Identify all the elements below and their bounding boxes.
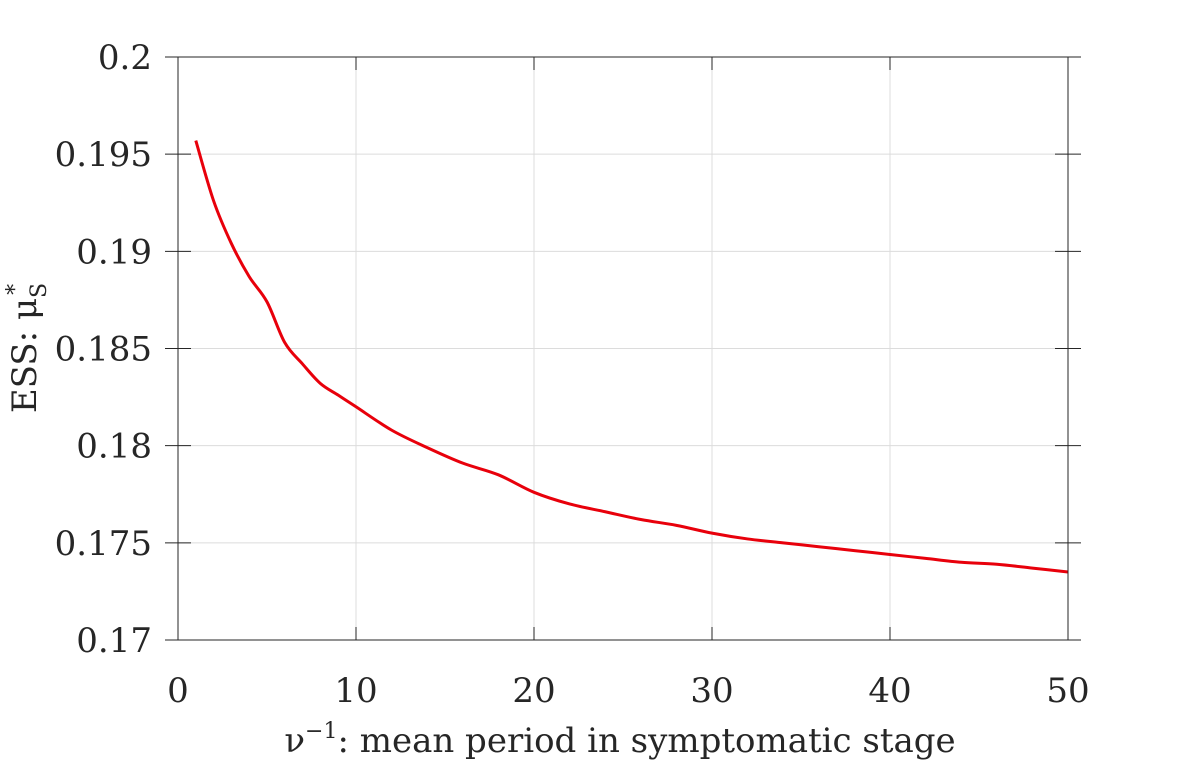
- x-tick-label: 20: [512, 671, 555, 711]
- x-tick-label: 50: [1046, 671, 1089, 711]
- y-tick-label: 0.185: [55, 330, 152, 370]
- x-tick-label: 10: [334, 671, 377, 711]
- x-axis-label: ν−1: mean period in symptomatic stage: [284, 719, 955, 761]
- x-tick-labels: 0 10 20 30 40 50: [167, 671, 1089, 711]
- y-tick-label: 0.18: [76, 427, 152, 467]
- series-line: [194, 140, 1069, 574]
- grid-lines: [178, 57, 1068, 640]
- x-tick-label: 30: [690, 671, 733, 711]
- y-axis-label: ESS: μS*: [3, 283, 52, 413]
- y-tick-label: 0.2: [98, 38, 152, 78]
- plot-area: [194, 140, 1069, 574]
- y-tick-label: 0.175: [55, 524, 152, 564]
- y-tick-label: 0.19: [76, 232, 152, 272]
- y-tick-label: 0.195: [55, 135, 152, 175]
- x-tick-label: 40: [868, 671, 911, 711]
- x-tick-label: 0: [167, 671, 189, 711]
- y-tick-labels: 0.17 0.175 0.18 0.185 0.19 0.195 0.2: [55, 38, 152, 661]
- tick-marks: [165, 56, 1081, 641]
- y-tick-label: 0.17: [76, 621, 152, 661]
